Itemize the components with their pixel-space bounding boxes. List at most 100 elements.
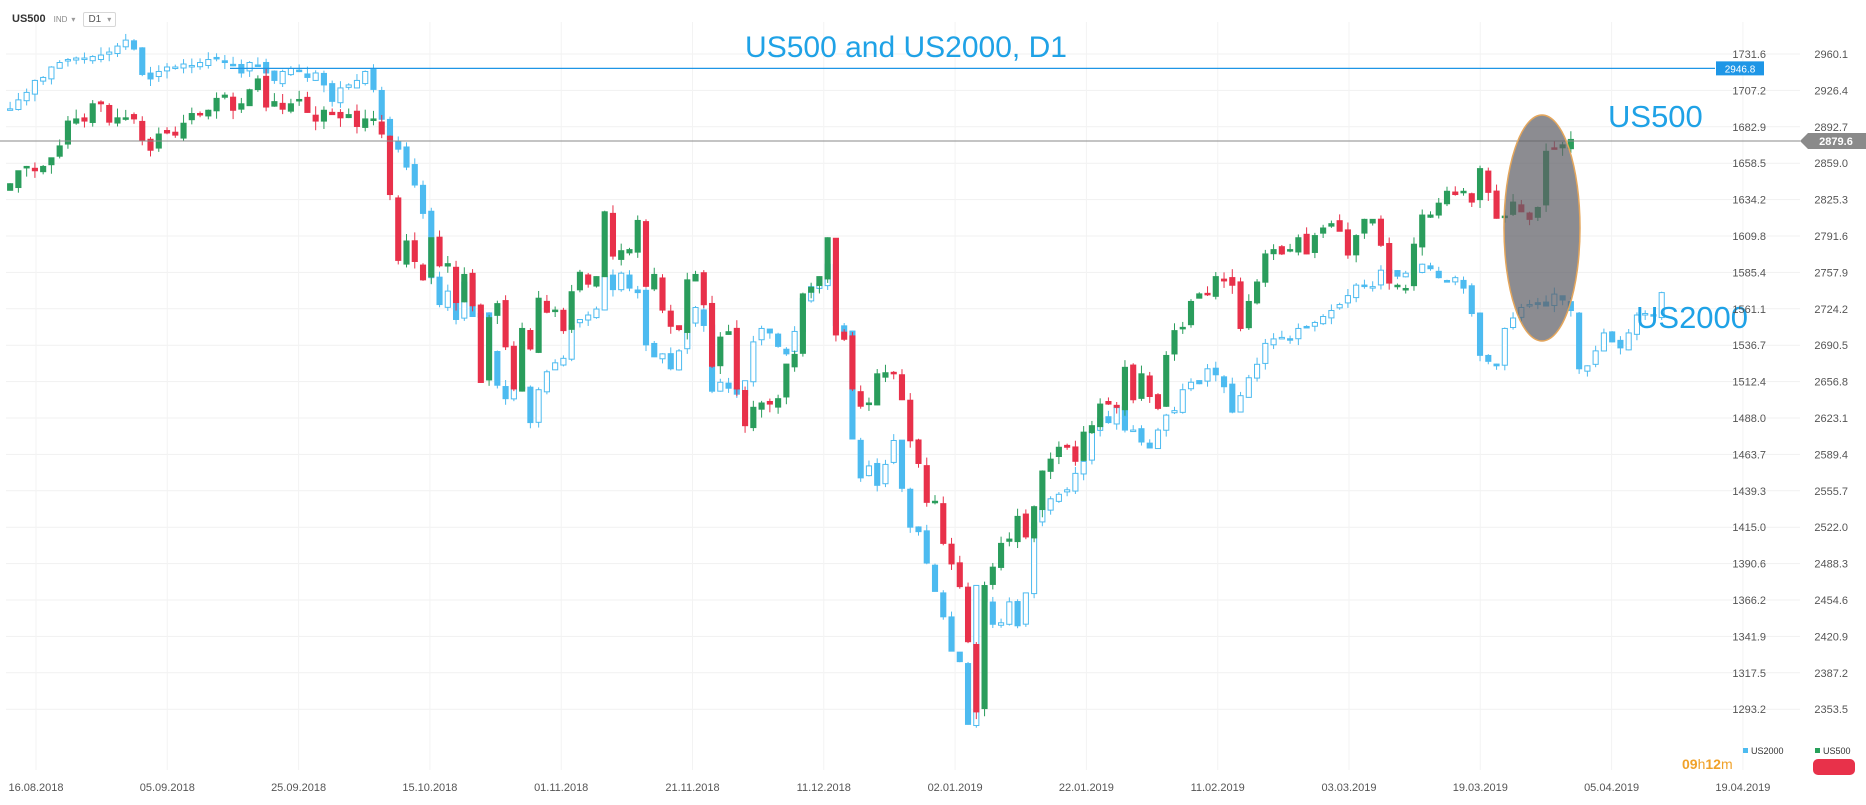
- y-tick-label-us2000: 1293.2: [1732, 704, 1766, 716]
- us500-candle: [1328, 223, 1335, 227]
- us2000-candle: [552, 362, 559, 371]
- us500-candle: [692, 273, 699, 282]
- y-tick-label-us500: 2960.1: [1814, 49, 1848, 61]
- us500-candle: [15, 170, 22, 189]
- y-tick-label-us500: 2656.8: [1814, 377, 1848, 389]
- us500-candle: [593, 276, 600, 287]
- us500-candle: [106, 104, 113, 123]
- legend-label-us500: US500: [1823, 746, 1851, 756]
- y-tick-label-us2000: 1439.3: [1732, 486, 1766, 498]
- us500-candle: [642, 221, 650, 287]
- us500-candle: [1212, 276, 1219, 297]
- us2000-candle: [155, 70, 162, 78]
- us500-candle: [81, 117, 88, 122]
- countdown-timer: 09h12m: [1682, 756, 1733, 772]
- us2000-candle: [667, 353, 674, 370]
- us2000-candle: [907, 488, 914, 528]
- us2000-candle: [915, 526, 922, 533]
- y-tick-label-us500: 2926.4: [1814, 85, 1848, 97]
- us500-candle: [271, 101, 278, 107]
- y-tick-label-us500: 2892.7: [1814, 122, 1848, 134]
- us2000-candle: [1369, 286, 1376, 289]
- us500-candle: [197, 112, 204, 116]
- us2000-candle: [81, 57, 88, 61]
- us500-candle: [23, 165, 30, 169]
- us500-candle: [386, 135, 394, 196]
- us500-candle: [1443, 190, 1451, 205]
- us500-candle: [1278, 246, 1285, 255]
- legend-label-us2000: US2000: [1751, 746, 1784, 756]
- us500-candle: [254, 78, 261, 91]
- us2000-candle: [931, 564, 939, 592]
- us2000-candle: [1650, 314, 1657, 317]
- us2000-candle: [370, 67, 377, 90]
- us500-candle: [973, 644, 980, 713]
- us2000-candle: [287, 67, 294, 76]
- us500-candle: [1476, 168, 1484, 201]
- us2000-candle: [626, 274, 633, 289]
- symbol-label[interactable]: US500: [12, 13, 46, 25]
- us2000-candle: [304, 73, 311, 78]
- y-tick-label-us2000: 1488.0: [1732, 413, 1766, 425]
- us500-candle: [56, 145, 63, 157]
- us500-candle: [1262, 253, 1269, 283]
- us2000-candle: [1377, 269, 1384, 286]
- us2000-candle: [1212, 367, 1219, 376]
- us2000-candle: [345, 84, 352, 88]
- us500-candle: [502, 300, 509, 348]
- us500-candle: [585, 274, 592, 285]
- us2000-candle: [180, 63, 187, 69]
- us500-candle: [370, 118, 377, 121]
- us500-candle: [684, 279, 691, 333]
- us500-candle: [444, 263, 451, 267]
- instrument-type-selector[interactable]: IND ▾: [54, 15, 76, 24]
- us2000-candle: [1220, 376, 1228, 388]
- x-tick-label: 22.01.2019: [1059, 782, 1114, 794]
- us500-candle: [1402, 287, 1409, 291]
- us500-candle: [246, 89, 253, 107]
- us500-candle: [1295, 237, 1302, 253]
- x-tick-label: 05.04.2019: [1584, 782, 1639, 794]
- us2000-candle: [188, 65, 195, 68]
- y-tick-label-us500: 2724.2: [1814, 304, 1848, 316]
- series-us500: [7, 68, 1574, 720]
- us500-candle: [130, 114, 138, 120]
- us500-candle: [403, 240, 410, 265]
- y-tick-label-us500: 2353.5: [1814, 704, 1848, 716]
- us500-candle: [353, 110, 361, 127]
- us2000-candle: [1452, 277, 1459, 283]
- us2000-candle: [940, 592, 947, 618]
- us500-candle: [411, 240, 418, 262]
- us2000-candle: [1270, 338, 1277, 346]
- us500-candle: [378, 121, 385, 135]
- current-price-label: 2879.6: [1819, 136, 1853, 148]
- y-tick-label-us500: 2825.3: [1814, 195, 1848, 207]
- us500-candle: [494, 303, 501, 316]
- y-tick-label-us2000: 1634.2: [1732, 195, 1766, 207]
- timeframe-selector[interactable]: D1 ▾: [83, 11, 117, 27]
- us2000-candle: [1460, 279, 1467, 289]
- us2000-candle: [1287, 338, 1294, 341]
- us2000-candle: [1658, 292, 1665, 319]
- us2000-candle: [147, 72, 154, 80]
- us500-candle: [287, 103, 294, 112]
- us2000-candle: [320, 72, 327, 86]
- us500-candle: [1311, 235, 1318, 253]
- us2000-candle: [271, 70, 278, 81]
- us2000-candle: [296, 69, 303, 73]
- us2000-candle: [1064, 489, 1071, 493]
- us500-candle: [1353, 235, 1360, 256]
- us500-candle: [477, 304, 484, 383]
- highlight-ellipse: [1503, 114, 1581, 342]
- us500-candle: [890, 371, 897, 375]
- us2000-candle: [73, 57, 80, 61]
- y-tick-label-us2000: 1561.1: [1732, 304, 1766, 316]
- us500-candle: [163, 130, 171, 134]
- us2000-candle: [1485, 354, 1492, 362]
- us500-candle: [964, 586, 972, 643]
- us2000-candle: [139, 47, 146, 75]
- us500-candle: [1088, 425, 1095, 434]
- us2000-candle: [106, 51, 113, 55]
- us500-candle: [263, 75, 270, 108]
